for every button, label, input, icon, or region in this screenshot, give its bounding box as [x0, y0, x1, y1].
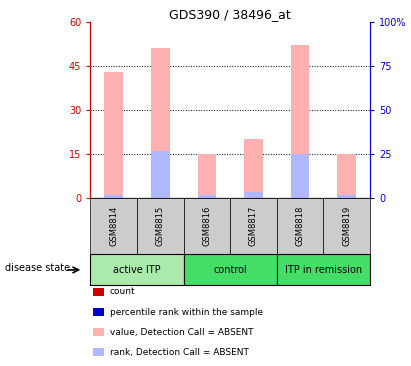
- FancyBboxPatch shape: [137, 198, 184, 254]
- Bar: [291, 45, 309, 198]
- Bar: [151, 151, 170, 198]
- FancyBboxPatch shape: [277, 254, 370, 285]
- Text: active ITP: active ITP: [113, 265, 161, 275]
- Text: GSM8815: GSM8815: [156, 206, 165, 246]
- Bar: [104, 195, 123, 198]
- Text: count: count: [110, 287, 136, 296]
- Text: GSM8818: GSM8818: [296, 206, 305, 246]
- FancyBboxPatch shape: [230, 198, 277, 254]
- Bar: [244, 192, 263, 198]
- Text: GSM8816: GSM8816: [202, 206, 211, 246]
- Bar: [93, 308, 104, 316]
- FancyBboxPatch shape: [184, 198, 230, 254]
- Bar: [104, 72, 123, 198]
- Text: rank, Detection Call = ABSENT: rank, Detection Call = ABSENT: [110, 348, 249, 357]
- Bar: [93, 348, 104, 356]
- Text: value, Detection Call = ABSENT: value, Detection Call = ABSENT: [110, 328, 254, 337]
- Text: percentile rank within the sample: percentile rank within the sample: [110, 307, 263, 317]
- FancyBboxPatch shape: [277, 198, 323, 254]
- Text: ITP in remission: ITP in remission: [285, 265, 362, 275]
- Text: control: control: [213, 265, 247, 275]
- Bar: [291, 154, 309, 198]
- Bar: [93, 288, 104, 296]
- Bar: [337, 195, 356, 198]
- Bar: [337, 154, 356, 198]
- Bar: [198, 154, 216, 198]
- Title: GDS390 / 38496_at: GDS390 / 38496_at: [169, 8, 291, 21]
- FancyBboxPatch shape: [90, 198, 137, 254]
- Text: GSM8819: GSM8819: [342, 206, 351, 246]
- Text: GSM8814: GSM8814: [109, 206, 118, 246]
- FancyBboxPatch shape: [184, 254, 277, 285]
- FancyBboxPatch shape: [90, 254, 184, 285]
- Bar: [198, 195, 216, 198]
- Text: GSM8817: GSM8817: [249, 206, 258, 246]
- Bar: [151, 48, 170, 198]
- Bar: [244, 139, 263, 198]
- Text: disease state: disease state: [5, 264, 69, 273]
- Bar: [93, 328, 104, 336]
- FancyBboxPatch shape: [323, 198, 370, 254]
